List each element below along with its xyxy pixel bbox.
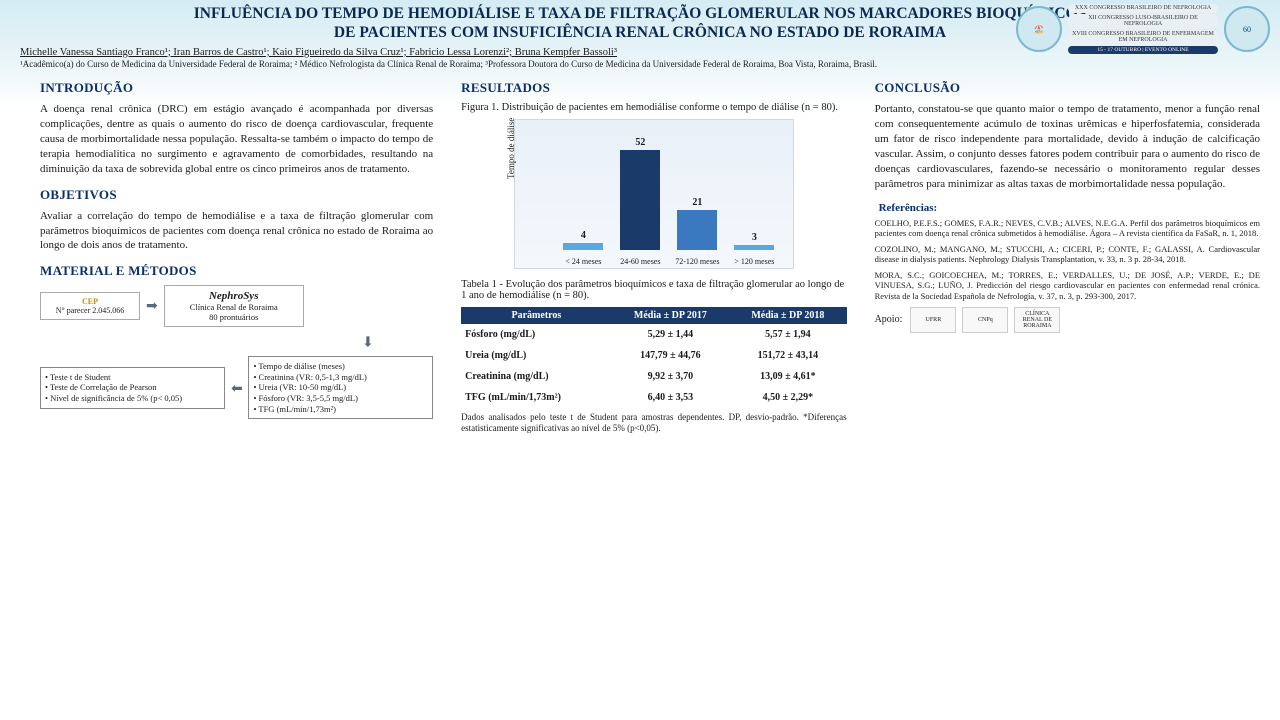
bar-2: 21 72-120 meses: [677, 197, 717, 250]
figure1-caption: Figura 1. Distribuição de pacientes em h…: [461, 102, 846, 113]
column-left: INTRODUÇÃO A doença renal crônica (DRC) …: [40, 80, 433, 434]
intro-text: A doença renal crônica (DRC) em estágio …: [40, 102, 433, 176]
objectives-heading: OBJETIVOS: [40, 187, 433, 203]
bar-0: 4 < 24 meses: [563, 230, 603, 251]
arrow-down-icon: ➡: [359, 336, 376, 348]
table-row: TFG (mL/min/1,73m²)6,40 ± 3,534,50 ± 2,2…: [461, 387, 846, 408]
reference-item: MORA, S.C.; GOICOECHEA, M.; TORRES, E.; …: [875, 270, 1260, 301]
header: INFLUÊNCIA DO TEMPO DE HEMODIÁLISE E TAX…: [0, 0, 1280, 45]
support-label: Apoio:: [875, 314, 903, 325]
results-heading: RESULTADOS: [461, 80, 846, 96]
intro-heading: INTRODUÇÃO: [40, 80, 433, 96]
references-heading: Referências:: [879, 202, 1260, 214]
sbn-logo-icon: 60: [1224, 6, 1270, 52]
affiliations: ¹Acadêmico(a) do Curso de Medicina da Un…: [0, 58, 1280, 75]
objectives-text: Avaliar a correlação do tempo de hemodiá…: [40, 209, 433, 254]
reference-item: COELHO, P.E.F.S.; GOMES, F.A.R.; NEVES, …: [875, 218, 1260, 238]
nephrosys-box: NephroSys Clínica Renal de Roraima 80 pr…: [164, 285, 304, 327]
congress-logo-icon: 🏖️: [1016, 6, 1062, 52]
table-row: Creatinina (mg/dL)9,92 ± 3,7013,09 ± 4,6…: [461, 366, 846, 387]
table-row: Fósforo (mg/dL)5,29 ± 1,445,57 ± 1,94: [461, 324, 846, 345]
support-logo: CNPq: [962, 307, 1008, 333]
chart-ylabel: Tempo de diálise: [506, 118, 516, 179]
table1-caption: Tabela 1 - Evolução dos parâmetros bioqu…: [461, 279, 846, 301]
methods-heading: MATERIAL E MÉTODOS: [40, 263, 433, 279]
table1: ParâmetrosMédia ± DP 2017Média ± DP 2018…: [461, 307, 846, 408]
support-logo: CLÍNICA RENAL DE RORAIMA: [1014, 307, 1060, 333]
bar-1: 52 24-60 meses: [620, 137, 660, 250]
arrow-left-icon: ➡: [231, 379, 243, 396]
arrow-icon: ➡: [146, 298, 158, 315]
table-row: Ureia (mg/dL)147,79 ± 44,76151,72 ± 43,1…: [461, 345, 846, 366]
variables-box: • Tempo de diálise (meses) • Creatinina …: [248, 356, 433, 419]
support-logo: UFRR: [910, 307, 956, 333]
support-row: Apoio: UFRRCNPqCLÍNICA RENAL DE RORAIMA: [875, 307, 1260, 333]
cep-box: CEP N° parecer 2.045.066: [40, 292, 140, 320]
bar-3: 3 > 120 meses: [734, 232, 774, 251]
conclusion-heading: CONCLUSÃO: [875, 80, 1260, 96]
top-logos: 🏖️ XXX CONGRESSO BRASILEIRO DE NEFROLOGI…: [1016, 4, 1270, 54]
reference-item: COZOLINO, M.; MANGANO, M.; STUCCHI, A.; …: [875, 244, 1260, 264]
poster-title: INFLUÊNCIA DO TEMPO DE HEMODIÁLISE E TAX…: [190, 4, 1090, 43]
tests-box: • Teste t de Student • Teste de Correlaç…: [40, 367, 225, 409]
content-columns: INTRODUÇÃO A doença renal crônica (DRC) …: [0, 74, 1280, 440]
figure1-chart: Tempo de diálise 4 < 24 meses52 24-60 me…: [514, 119, 794, 269]
conclusion-text: Portanto, constatou-se que quanto maior …: [875, 102, 1260, 191]
methods-diagram: CEP N° parecer 2.045.066 ➡ NephroSys Clí…: [40, 285, 433, 419]
column-middle: RESULTADOS Figura 1. Distribuição de pac…: [461, 80, 846, 434]
table1-note: Dados analisados pelo teste t de Student…: [461, 412, 846, 434]
references-list: COELHO, P.E.F.S.; GOMES, F.A.R.; NEVES, …: [875, 218, 1260, 301]
event-info: XXX CONGRESSO BRASILEIRO DE NEFROLOGIA X…: [1068, 4, 1218, 54]
column-right: CONCLUSÃO Portanto, constatou-se que qua…: [875, 80, 1260, 434]
